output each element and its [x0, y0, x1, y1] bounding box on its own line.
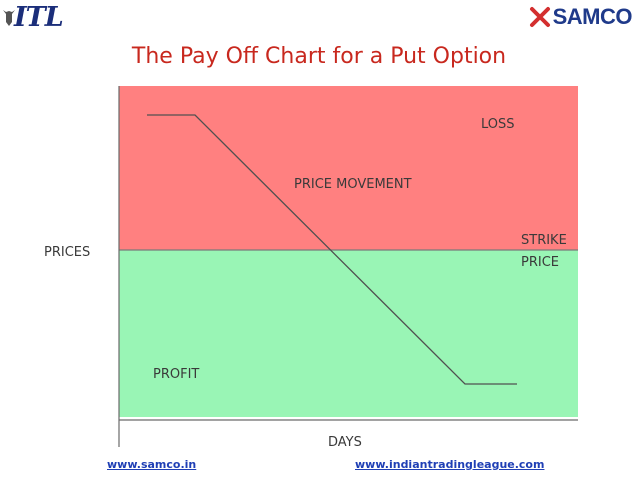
strike-label: STRIKE: [521, 233, 567, 248]
samco-mark-icon: [529, 7, 550, 27]
samco-logo: SAMCO: [529, 4, 633, 30]
y-axis-label: PRICES: [44, 245, 90, 260]
price-movement-label: PRICE MOVEMENT: [294, 177, 412, 192]
itl-website-link[interactable]: www.indiantradingleague.com: [355, 458, 545, 471]
slide-title: The Pay Off Chart for a Put Option: [131, 44, 507, 69]
bull-icon: [3, 10, 15, 26]
price-movement-line: [147, 114, 517, 385]
price-label: PRICE: [521, 255, 559, 270]
loss-zone: [119, 86, 578, 250]
samco-website-link[interactable]: www.samco.in: [107, 458, 197, 471]
profit-zone: [119, 250, 578, 417]
itl-logo: ITL: [2, 2, 72, 36]
x-axis-label: DAYS: [328, 435, 362, 450]
itl-logo-text: ITL: [14, 2, 64, 33]
loss-label: LOSS: [481, 117, 515, 132]
samco-logo-text: SAMCO: [552, 4, 633, 29]
profit-label: PROFIT: [153, 367, 199, 382]
